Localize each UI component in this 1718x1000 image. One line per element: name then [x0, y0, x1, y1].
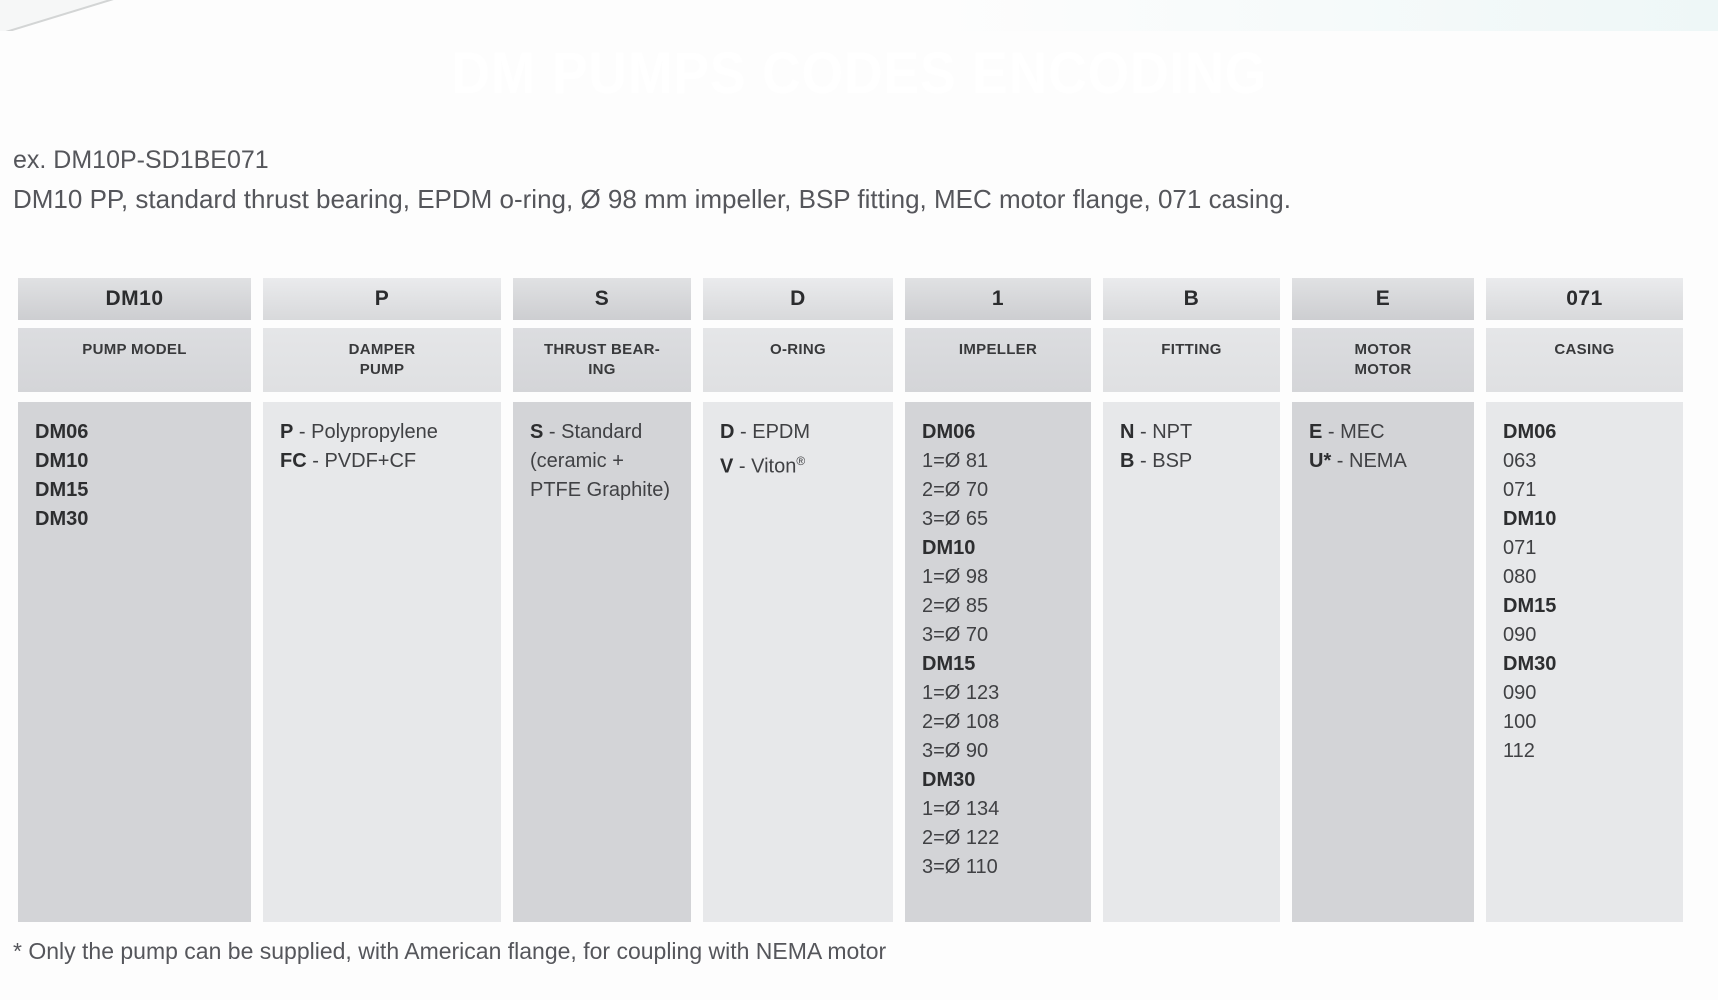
body-line: B - BSP — [1120, 450, 1193, 472]
body-line: 3=Ø 65 — [922, 508, 989, 530]
column-impeller: 1 IMPELLER DM06 1=Ø 81 2=Ø 70 3=Ø 65 DM10 1=Ø 9… — [905, 278, 1091, 922]
title-banner: DM PUMPS CODES ENCODING — [0, 31, 1718, 116]
top-strip — [0, 0, 1718, 31]
body-line: 1=Ø 134 — [922, 798, 1000, 820]
body-line: PTFE Graphite) — [530, 479, 671, 501]
body-line: DM15 — [922, 653, 976, 675]
body-cell-impeller: DM06 1=Ø 81 2=Ø 70 3=Ø 65 DM10 1=Ø 98 2=Ø 85 3=… — [905, 402, 1091, 922]
code-cell-impeller: 1 — [905, 278, 1091, 320]
body-line: 071 — [1503, 479, 1537, 501]
code-cell-pump-model: DM10 — [18, 278, 251, 320]
body-line: 100 — [1503, 711, 1537, 733]
body-line: DM06 — [1503, 421, 1557, 443]
body-line: 063 — [1503, 450, 1537, 472]
body-line: 090 — [1503, 624, 1537, 646]
label-cell-damper-pump: DAMPER PUMP — [263, 328, 501, 392]
body-line: U* - NEMA — [1309, 450, 1407, 472]
label-cell-pump-model: PUMP MODEL — [18, 328, 251, 392]
body-line: S - Standard — [530, 421, 643, 443]
label-cell-motor: MOTOR MOTOR — [1292, 328, 1474, 392]
body-line: 1=Ø 123 — [922, 682, 1000, 704]
column-casing: 071 CASING DM06 063 071 DM10 071 080 DM15 090 DM30… — [1486, 278, 1683, 922]
body-line: 3=Ø 70 — [922, 624, 989, 646]
code-cell-casing: 071 — [1486, 278, 1683, 320]
body-line: 112 — [1503, 740, 1535, 762]
label-cell-fitting: FITTING — [1103, 328, 1280, 392]
code-cell-motor: E — [1292, 278, 1474, 320]
column-fitting: B FITTING N - NPT B - BSP — [1103, 278, 1280, 922]
code-cell-damper-pump: P — [263, 278, 501, 320]
body-line: DM15 — [35, 479, 89, 501]
body-cell-fitting: N - NPT B - BSP — [1103, 402, 1280, 922]
column-pump-model: DM10 PUMP MODEL DM06 DM10 DM15 DM30 — [18, 278, 251, 922]
body-cell-motor: E - MEC U* - NEMA — [1292, 402, 1474, 922]
body-line: DM06 — [35, 421, 89, 443]
label-cell-o-ring: O-RING — [703, 328, 893, 392]
body-cell-o-ring: D - EPDM V - Viton® — [703, 402, 893, 922]
example-block: ex. DM10P-SD1BE071 DM10 PP, standard thr… — [13, 146, 1291, 215]
body-line: DM30 — [922, 769, 976, 791]
body-line: 2=Ø 85 — [922, 595, 989, 617]
body-cell-casing: DM06 063 071 DM10 071 080 DM15 090 DM30 090 100 112 — [1486, 402, 1683, 922]
page-corner-fold-icon — [0, 0, 119, 31]
footnote: * Only the pump can be supplied, with Am… — [13, 938, 887, 964]
example-description: DM10 PP, standard thrust bearing, EPDM o… — [13, 184, 1291, 214]
body-line: 080 — [1503, 566, 1537, 588]
label-cell-casing: CASING — [1486, 328, 1683, 392]
body-line: E - MEC — [1309, 421, 1385, 443]
body-cell-pump-model: DM06 DM10 DM15 DM30 — [18, 402, 251, 922]
body-line: 3=Ø 110 — [922, 856, 998, 878]
body-cell-damper-pump: P - Polypropylene FC - PVDF+CF — [263, 402, 501, 922]
code-cell-thrust-bearing: S — [513, 278, 691, 320]
code-cell-fitting: B — [1103, 278, 1280, 320]
body-line: P - Polypropylene — [280, 421, 438, 443]
body-line: FC - PVDF+CF — [280, 450, 417, 472]
body-line: 1=Ø 81 — [922, 450, 989, 472]
page-title: DM PUMPS CODES ENCODING — [451, 41, 1267, 106]
body-line: N - NPT — [1120, 421, 1193, 443]
body-line: D - EPDM — [720, 421, 811, 443]
body-line: 2=Ø 122 — [922, 827, 1000, 849]
body-line: 2=Ø 108 — [922, 711, 1000, 733]
body-line: DM06 — [922, 421, 976, 443]
body-line: 3=Ø 90 — [922, 740, 989, 762]
body-cell-thrust-bearing: S - Standard (ceramic + PTFE Graphite) — [513, 402, 691, 922]
body-line: DM10 — [35, 450, 89, 472]
label-cell-thrust-bearing: THRUST BEAR- ING — [513, 328, 691, 392]
body-line: 1=Ø 98 — [922, 566, 989, 588]
body-line: 090 — [1503, 682, 1537, 704]
column-damper-pump: P DAMPER PUMP P - Polypropylene FC - PVDF+CF — [263, 278, 501, 922]
body-line: 071 — [1503, 537, 1537, 559]
body-line: DM15 — [1503, 595, 1557, 617]
example-code: ex. DM10P-SD1BE071 — [13, 146, 269, 174]
body-line: V - Viton® — [720, 454, 806, 478]
codes-table: DM10 PUMP MODEL DM06 DM10 DM15 DM30 P DAMPER PUM… — [18, 278, 1683, 922]
column-thrust-bearing: S THRUST BEAR- ING S - Standard (ceramic + PT… — [513, 278, 691, 922]
column-motor: E MOTOR MOTOR E - MEC U* - NEMA — [1292, 278, 1474, 922]
label-cell-impeller: IMPELLER — [905, 328, 1091, 392]
code-cell-o-ring: D — [703, 278, 893, 320]
body-line: DM10 — [922, 537, 976, 559]
column-o-ring: D O-RING D - EPDM V - Viton® — [703, 278, 893, 922]
body-line: 2=Ø 70 — [922, 479, 989, 501]
body-line: DM10 — [1503, 508, 1557, 530]
body-line: DM30 — [35, 508, 89, 530]
body-line: DM30 — [1503, 653, 1557, 675]
body-line: (ceramic + — [530, 450, 624, 472]
